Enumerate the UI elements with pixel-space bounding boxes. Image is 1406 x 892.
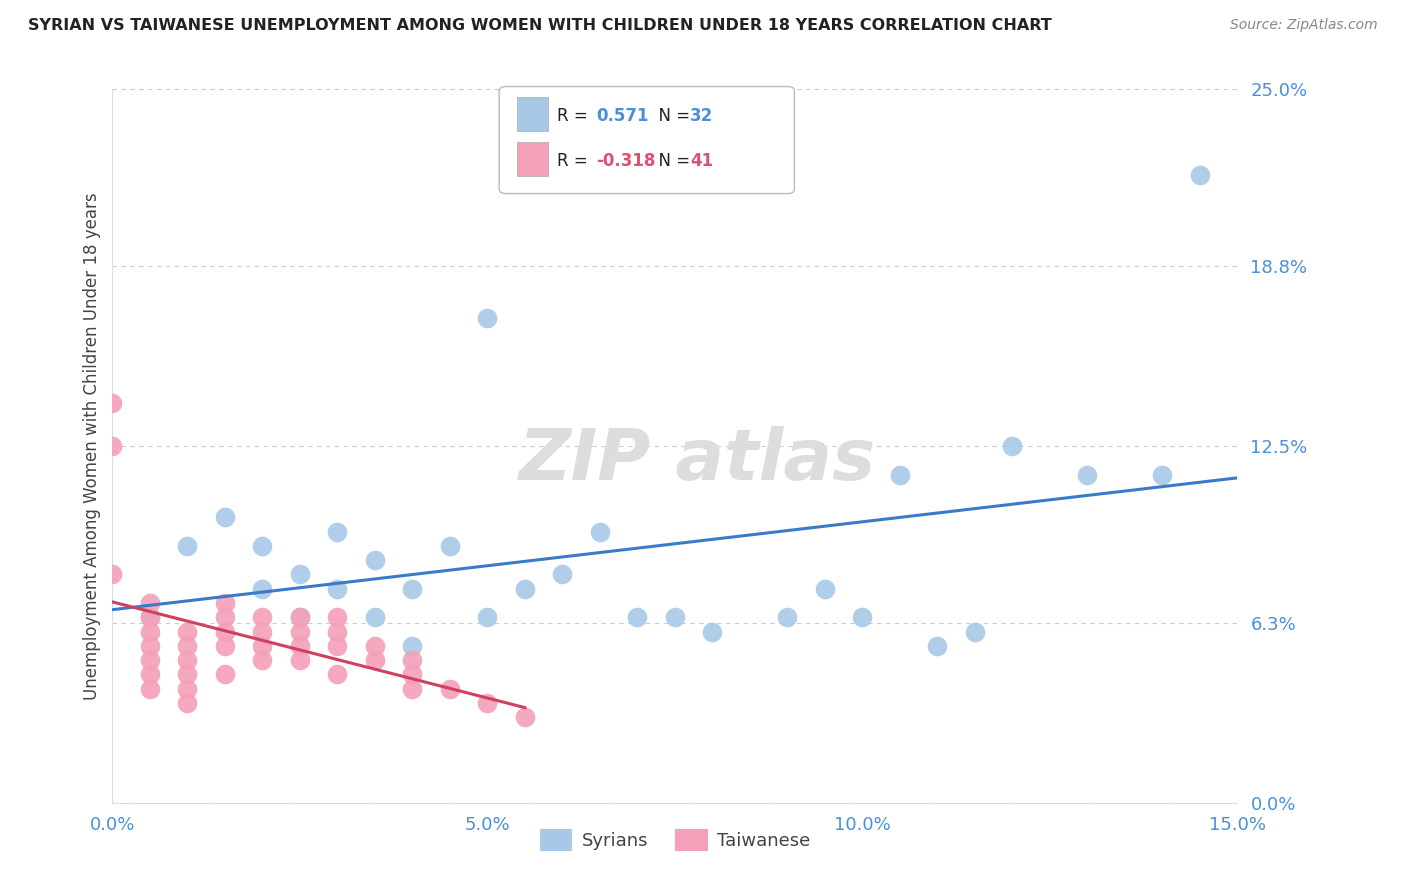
- Point: [139, 596, 162, 610]
- Point: [176, 681, 198, 696]
- Text: SYRIAN VS TAIWANESE UNEMPLOYMENT AMONG WOMEN WITH CHILDREN UNDER 18 YEARS CORREL: SYRIAN VS TAIWANESE UNEMPLOYMENT AMONG W…: [28, 18, 1052, 33]
- Point: [326, 524, 349, 539]
- Point: [214, 667, 236, 681]
- Point: [401, 582, 423, 596]
- Point: [702, 624, 724, 639]
- Point: [288, 610, 311, 624]
- Point: [364, 610, 387, 624]
- Text: N =: N =: [648, 152, 696, 169]
- Point: [176, 639, 198, 653]
- Point: [927, 639, 949, 653]
- Point: [252, 653, 274, 667]
- Point: [252, 610, 274, 624]
- Text: -0.318: -0.318: [596, 152, 655, 169]
- Point: [364, 553, 387, 567]
- Point: [139, 624, 162, 639]
- Point: [401, 681, 423, 696]
- Point: [252, 639, 274, 653]
- Point: [288, 639, 311, 653]
- Point: [176, 653, 198, 667]
- Point: [439, 539, 461, 553]
- Point: [139, 667, 162, 681]
- Point: [1152, 467, 1174, 482]
- Point: [851, 610, 873, 624]
- Point: [626, 610, 648, 624]
- Point: [776, 610, 799, 624]
- Text: R =: R =: [557, 152, 593, 169]
- Point: [401, 653, 423, 667]
- Point: [252, 539, 274, 553]
- Point: [214, 510, 236, 524]
- Point: [176, 539, 198, 553]
- Text: 32: 32: [690, 107, 714, 125]
- Point: [1001, 439, 1024, 453]
- Text: R =: R =: [557, 107, 593, 125]
- Point: [326, 610, 349, 624]
- Text: Source: ZipAtlas.com: Source: ZipAtlas.com: [1230, 18, 1378, 32]
- Point: [889, 467, 911, 482]
- Point: [401, 639, 423, 653]
- Point: [513, 710, 536, 724]
- Point: [814, 582, 837, 596]
- Point: [326, 582, 349, 596]
- Point: [176, 624, 198, 639]
- Point: [326, 624, 349, 639]
- Text: 41: 41: [690, 152, 713, 169]
- Point: [139, 681, 162, 696]
- Point: [288, 610, 311, 624]
- Point: [214, 624, 236, 639]
- Point: [288, 624, 311, 639]
- Point: [101, 439, 124, 453]
- Point: [963, 624, 986, 639]
- Point: [439, 681, 461, 696]
- Point: [288, 567, 311, 582]
- Point: [101, 567, 124, 582]
- Point: [664, 610, 686, 624]
- Point: [477, 310, 499, 325]
- Text: N =: N =: [648, 107, 696, 125]
- Point: [176, 696, 198, 710]
- Point: [551, 567, 574, 582]
- Point: [139, 610, 162, 624]
- Point: [326, 667, 349, 681]
- Text: 0.571: 0.571: [596, 107, 648, 125]
- Point: [139, 610, 162, 624]
- Point: [513, 582, 536, 596]
- Legend: Syrians, Taiwanese: Syrians, Taiwanese: [533, 822, 817, 858]
- Y-axis label: Unemployment Among Women with Children Under 18 years: Unemployment Among Women with Children U…: [83, 192, 101, 700]
- Point: [1076, 467, 1098, 482]
- Point: [214, 610, 236, 624]
- Point: [176, 667, 198, 681]
- Point: [477, 610, 499, 624]
- Point: [139, 639, 162, 653]
- Point: [288, 653, 311, 667]
- Point: [214, 639, 236, 653]
- Point: [589, 524, 612, 539]
- Point: [252, 582, 274, 596]
- Point: [139, 653, 162, 667]
- Point: [326, 639, 349, 653]
- Point: [364, 653, 387, 667]
- Point: [477, 696, 499, 710]
- Text: ZIP atlas: ZIP atlas: [519, 425, 876, 495]
- Point: [1188, 168, 1211, 182]
- Point: [214, 596, 236, 610]
- Point: [252, 624, 274, 639]
- Point: [364, 639, 387, 653]
- Point: [101, 396, 124, 410]
- Point: [401, 667, 423, 681]
